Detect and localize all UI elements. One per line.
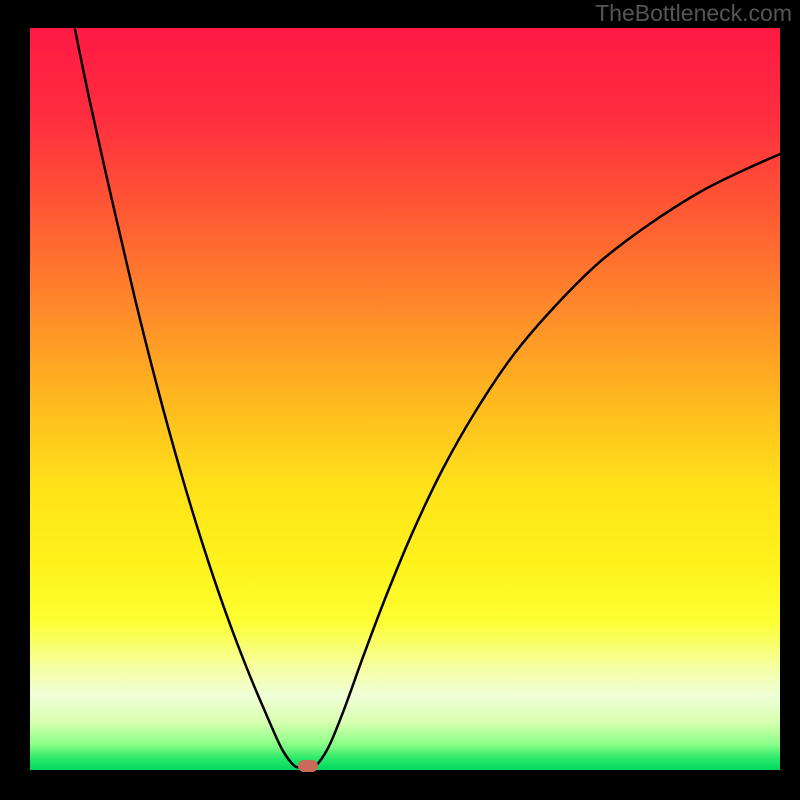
plot-area <box>30 28 780 770</box>
optimal-point-marker <box>298 760 318 772</box>
watermark-text: TheBottleneck.com <box>595 0 792 27</box>
figure-root: TheBottleneck.com <box>0 0 800 800</box>
bottleneck-curve <box>30 28 780 770</box>
